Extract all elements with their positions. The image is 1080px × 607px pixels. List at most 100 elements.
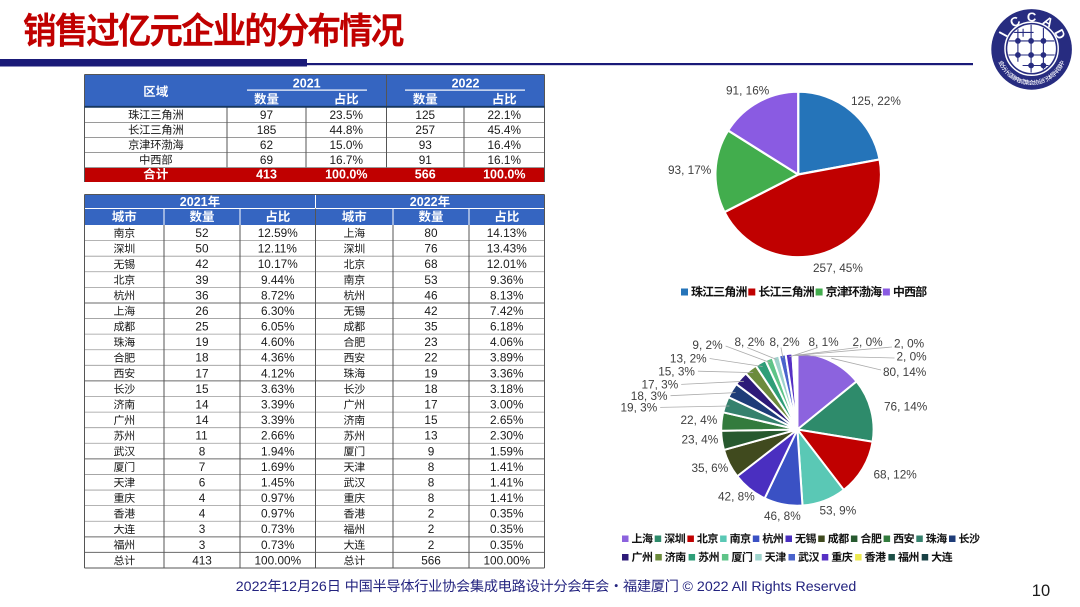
svg-text:8.13%: 8.13% bbox=[490, 288, 524, 302]
svg-text:16.4%: 16.4% bbox=[488, 138, 522, 152]
svg-text:2, 0%: 2, 0% bbox=[853, 335, 884, 349]
svg-text:3.39%: 3.39% bbox=[261, 398, 295, 412]
svg-text:2022: 2022 bbox=[452, 77, 480, 91]
svg-text:14: 14 bbox=[195, 413, 209, 427]
svg-text:I: I bbox=[996, 29, 1011, 39]
svg-text:1.41%: 1.41% bbox=[490, 476, 524, 490]
svg-text:100.0%: 100.0% bbox=[325, 168, 367, 182]
svg-text:6.05%: 6.05% bbox=[261, 320, 295, 334]
svg-text:1.45%: 1.45% bbox=[261, 476, 295, 490]
svg-text:9, 2%: 9, 2% bbox=[692, 338, 723, 352]
svg-text:15, 3%: 15, 3% bbox=[658, 364, 695, 378]
svg-text:53, 9%: 53, 9% bbox=[820, 504, 857, 518]
svg-text:8, 1%: 8, 1% bbox=[809, 335, 840, 349]
svg-text:413: 413 bbox=[192, 553, 212, 567]
svg-text:3.89%: 3.89% bbox=[490, 351, 524, 365]
svg-text:1.94%: 1.94% bbox=[261, 444, 295, 458]
svg-text:3.63%: 3.63% bbox=[261, 382, 295, 396]
svg-text:0.73%: 0.73% bbox=[261, 538, 295, 552]
svg-text:17: 17 bbox=[195, 366, 208, 380]
svg-text:9: 9 bbox=[428, 444, 435, 458]
svg-text:2: 2 bbox=[428, 522, 435, 536]
svg-text:0.97%: 0.97% bbox=[261, 507, 295, 521]
svg-text:0.35%: 0.35% bbox=[490, 522, 524, 536]
svg-text:2, 0%: 2, 0% bbox=[894, 337, 925, 351]
svg-text:2021: 2021 bbox=[180, 195, 208, 209]
svg-text:7.42%: 7.42% bbox=[490, 304, 524, 318]
svg-text:9.36%: 9.36% bbox=[490, 273, 524, 287]
svg-text:25: 25 bbox=[195, 320, 209, 334]
svg-text:35: 35 bbox=[424, 320, 438, 334]
svg-text:4.06%: 4.06% bbox=[490, 335, 524, 349]
svg-text:97: 97 bbox=[260, 108, 273, 122]
svg-text:68, 12%: 68, 12% bbox=[874, 468, 918, 482]
svg-text:50: 50 bbox=[195, 242, 209, 256]
svg-text:18, 3%: 18, 3% bbox=[631, 389, 668, 403]
svg-text:1.69%: 1.69% bbox=[261, 460, 295, 474]
svg-text:257, 45%: 257, 45% bbox=[813, 261, 863, 275]
svg-text:42, 8%: 42, 8% bbox=[718, 490, 755, 504]
svg-text:42: 42 bbox=[195, 257, 208, 271]
svg-text:93: 93 bbox=[419, 138, 433, 152]
svg-text:4: 4 bbox=[199, 507, 206, 521]
svg-text:62: 62 bbox=[260, 138, 273, 152]
svg-text:2021: 2021 bbox=[293, 77, 321, 91]
svg-text:19: 19 bbox=[195, 335, 208, 349]
svg-text:0.35%: 0.35% bbox=[490, 507, 524, 521]
svg-text:6.30%: 6.30% bbox=[261, 304, 295, 318]
svg-text:35, 6%: 35, 6% bbox=[692, 461, 729, 475]
svg-text:413: 413 bbox=[256, 168, 277, 182]
svg-text:26: 26 bbox=[311, 579, 327, 595]
svg-text:1.59%: 1.59% bbox=[490, 444, 524, 458]
svg-text:76: 76 bbox=[424, 242, 438, 256]
svg-text:14: 14 bbox=[195, 398, 209, 412]
svg-text:80, 14%: 80, 14% bbox=[883, 365, 927, 379]
svg-text:53: 53 bbox=[424, 273, 438, 287]
svg-text:26: 26 bbox=[195, 304, 209, 318]
svg-text:13: 13 bbox=[424, 429, 438, 443]
svg-text:11: 11 bbox=[195, 429, 207, 443]
svg-text:0.35%: 0.35% bbox=[490, 538, 524, 552]
svg-text:15: 15 bbox=[424, 413, 438, 427]
svg-text:0.97%: 0.97% bbox=[261, 491, 295, 505]
svg-text:125: 125 bbox=[415, 108, 435, 122]
svg-text:39: 39 bbox=[195, 273, 208, 287]
svg-text:9.44%: 9.44% bbox=[261, 273, 295, 287]
svg-text:8: 8 bbox=[428, 491, 435, 505]
svg-text:2: 2 bbox=[428, 507, 435, 521]
svg-text:3.18%: 3.18% bbox=[490, 382, 524, 396]
svg-text:19: 19 bbox=[424, 366, 437, 380]
svg-text:8.72%: 8.72% bbox=[261, 288, 295, 302]
svg-text:2.65%: 2.65% bbox=[490, 413, 524, 427]
svg-text:16.1%: 16.1% bbox=[488, 153, 522, 167]
svg-text:4.36%: 4.36% bbox=[261, 351, 295, 365]
svg-text:52: 52 bbox=[195, 226, 208, 240]
svg-text:16.7%: 16.7% bbox=[330, 153, 364, 167]
svg-text:100.00%: 100.00% bbox=[255, 553, 302, 567]
svg-text:185: 185 bbox=[257, 123, 277, 137]
svg-text:8: 8 bbox=[199, 444, 206, 458]
svg-text:2.66%: 2.66% bbox=[261, 429, 295, 443]
svg-text:8, 2%: 8, 2% bbox=[735, 335, 766, 349]
svg-text:23.5%: 23.5% bbox=[330, 108, 364, 122]
svg-text:15.0%: 15.0% bbox=[330, 138, 364, 152]
svg-text:69: 69 bbox=[260, 153, 273, 167]
svg-text:4: 4 bbox=[199, 491, 206, 505]
svg-text:3.36%: 3.36% bbox=[490, 366, 524, 380]
svg-text:12.11%: 12.11% bbox=[258, 242, 298, 256]
svg-text:14.13%: 14.13% bbox=[487, 226, 528, 240]
svg-text:18: 18 bbox=[195, 351, 209, 365]
svg-text:8: 8 bbox=[428, 460, 435, 474]
svg-text:4.12%: 4.12% bbox=[261, 366, 295, 380]
svg-text:566: 566 bbox=[421, 553, 441, 567]
svg-text:18: 18 bbox=[424, 382, 438, 396]
svg-text:42: 42 bbox=[424, 304, 437, 318]
svg-text:23, 4%: 23, 4% bbox=[682, 433, 719, 447]
svg-text:12: 12 bbox=[281, 579, 297, 595]
svg-text:36: 36 bbox=[195, 288, 209, 302]
svg-text:4.60%: 4.60% bbox=[261, 335, 295, 349]
svg-text:3.00%: 3.00% bbox=[490, 398, 524, 412]
svg-text:17, 3%: 17, 3% bbox=[642, 378, 679, 392]
svg-text:19, 3%: 19, 3% bbox=[621, 401, 658, 415]
svg-text:8, 2%: 8, 2% bbox=[770, 335, 801, 349]
